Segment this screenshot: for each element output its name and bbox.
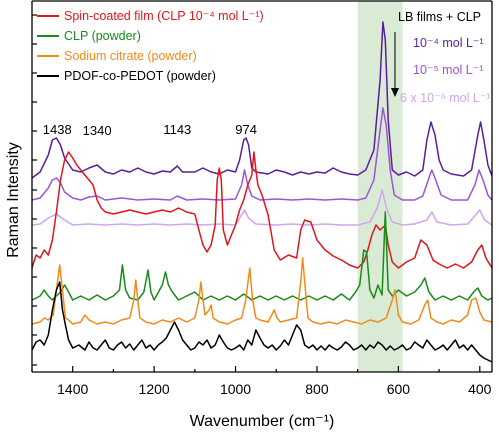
x-tick-label-4: 600	[387, 381, 411, 397]
axes-layer	[31, 0, 493, 373]
y-axis-title: Raman Intensity	[5, 142, 22, 258]
legend-label-1: CLP (powder)	[64, 29, 141, 43]
peak-labels: 1438 1340 1143 974	[43, 122, 257, 138]
legend-label-0: Spin-coated film (CLP 10⁻⁴ mol L⁻¹)	[64, 9, 264, 23]
lb-legend-label-2: 6 x 10⁻⁶ mol L⁻¹	[400, 91, 491, 105]
x-ticks: 1400 1200 1000 800 600 400	[31, 366, 492, 397]
lb-legend-title: LB films + CLP	[398, 10, 481, 24]
lb-legend: LB films + CLP 10⁻⁴ mol L⁻¹ 10⁻⁵ mol L⁻¹ 6 …	[391, 10, 491, 105]
series-line-4	[31, 211, 493, 301]
series-line-5	[31, 257, 493, 325]
x-axis-title: Wavenumber (cm⁻¹)	[190, 413, 335, 430]
y-ticks	[32, 14, 37, 366]
series-line-0	[31, 21, 493, 179]
peak-label-2: 1143	[163, 122, 191, 137]
series-line-3	[31, 151, 493, 269]
x-tick-label-5: 400	[468, 381, 492, 397]
x-tick-label-3: 800	[305, 381, 329, 397]
lb-legend-arrow-head	[391, 88, 399, 97]
x-tick-label-2: 1000	[220, 381, 251, 397]
peak-label-0: 1438	[43, 122, 72, 137]
series-layer	[31, 21, 493, 363]
series-line-1	[31, 107, 493, 201]
legend-label-2: Sodium citrate (powder)	[64, 49, 197, 63]
series-line-6	[31, 281, 493, 363]
x-tick-label-0: 1400	[57, 381, 88, 397]
lb-legend-label-0: 10⁻⁴ mol L⁻¹	[413, 36, 484, 50]
x-tick-label-1: 1200	[139, 381, 170, 397]
peak-label-3: 974	[235, 122, 257, 137]
highlight-band	[357, 1, 403, 372]
peak-label-1: 1340	[83, 123, 112, 138]
lb-legend-label-1: 10⁻⁵ mol L⁻¹	[413, 63, 483, 77]
legend-label-3: PDOF-co-PEDOT (powder)	[64, 69, 216, 83]
series-line-2	[31, 189, 493, 226]
legend: Spin-coated film (CLP 10⁻⁴ mol L⁻¹) CLP (…	[37, 9, 264, 83]
